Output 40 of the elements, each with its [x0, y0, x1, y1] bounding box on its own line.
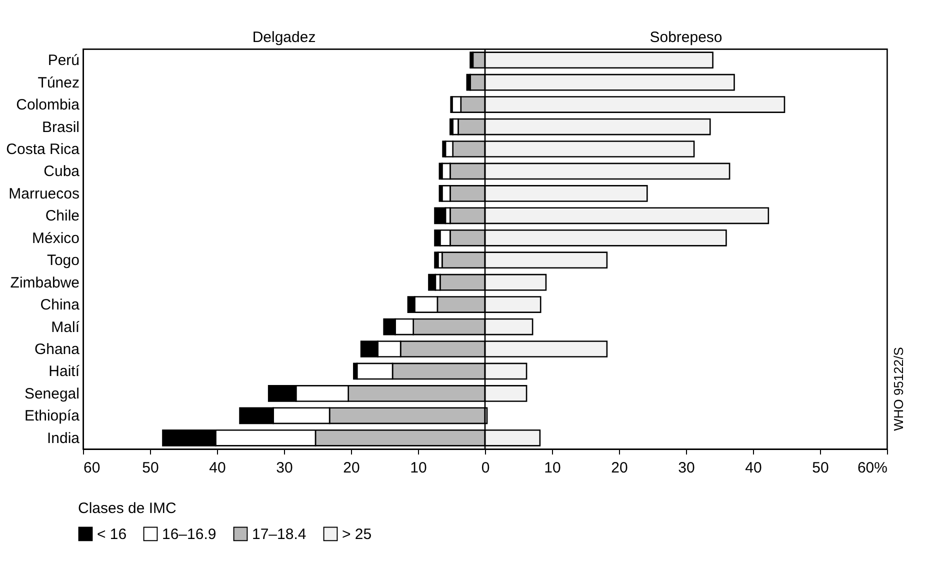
- x-tick-label: 50: [142, 460, 159, 476]
- legend-label: 17–18.4: [252, 526, 306, 543]
- y-tick-label: Brasil: [42, 118, 80, 136]
- y-tick-label: Colombia: [16, 96, 80, 114]
- x-tick-label: 20: [611, 460, 628, 476]
- x-tick-label: 20: [343, 460, 360, 476]
- x-tick-label: 40: [209, 460, 226, 476]
- y-tick-label: Togo: [46, 252, 80, 270]
- text: Sobrepeso: [650, 29, 722, 46]
- x-tick-label: 30: [678, 460, 695, 476]
- y-tick-label: Ghana: [34, 341, 80, 358]
- y-tick-label: Chile: [45, 208, 80, 225]
- y-tick-label: México: [32, 230, 80, 247]
- text: WHO 95122/S: [891, 346, 906, 431]
- y-tick-label: Perú: [48, 52, 80, 70]
- y-tick-label: Marruecos: [8, 185, 80, 202]
- x-tick-label: 60: [84, 460, 100, 476]
- legend-label: 16–16.9: [162, 526, 216, 543]
- text: Delgadez: [252, 29, 316, 46]
- x-tick-label: 10: [410, 460, 427, 476]
- x-tick-label: 10: [544, 460, 561, 476]
- x-tick-label: 40: [745, 460, 762, 476]
- y-tick-label: Haití: [48, 363, 80, 380]
- y-tick-label: Cuba: [44, 163, 80, 180]
- y-tick-label: India: [46, 430, 80, 447]
- x-tick-label: 30: [276, 460, 293, 476]
- legend-label: < 16: [97, 526, 127, 543]
- x-tick-label: 0: [481, 460, 490, 476]
- y-tick-label: Túnez: [38, 74, 80, 92]
- y-tick-label: Zimbabwe: [10, 274, 80, 292]
- bar: [434, 252, 439, 269]
- y-tick-label: Malí: [51, 318, 80, 336]
- y-tick-label: China: [40, 296, 80, 314]
- x-tick-label: 60%: [857, 460, 888, 476]
- y-tick-label: Costa Rica: [6, 141, 80, 158]
- legend-title: Clases de IMC: [78, 500, 177, 517]
- y-tick-label: Ethiopía: [24, 408, 80, 425]
- legend-label: > 25: [342, 526, 372, 543]
- x-tick-label: 50: [812, 460, 829, 476]
- y-tick-label: Senegal: [24, 385, 80, 402]
